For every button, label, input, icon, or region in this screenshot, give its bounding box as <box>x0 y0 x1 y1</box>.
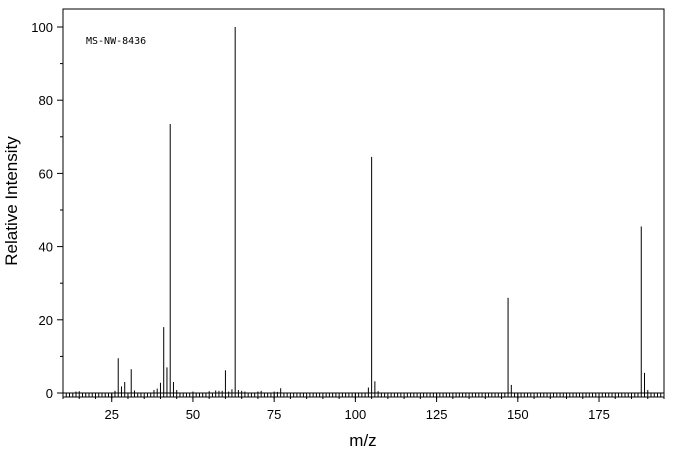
y-tick-label: 80 <box>39 93 53 108</box>
x-tick-label: 125 <box>426 407 448 422</box>
y-tick-label: 40 <box>39 240 53 255</box>
y-axis-ticks: 0 20 40 60 80 100 <box>31 20 63 401</box>
x-axis-ticks: 25 50 75 100 125 150 175 <box>104 393 610 422</box>
spectrum-id-annotation: MS-NW-8436 <box>86 36 146 47</box>
x-tick-label: 75 <box>267 407 281 422</box>
x-tick-label: 50 <box>186 407 200 422</box>
spectrum-bars <box>75 27 649 393</box>
x-tick-label: 25 <box>104 407 118 422</box>
x-tick-label: 150 <box>507 407 529 422</box>
y-tick-label: 20 <box>39 313 53 328</box>
x-minor-ticks <box>62 393 665 399</box>
y-tick-label: 100 <box>31 20 53 35</box>
y-tick-label: 60 <box>39 166 53 181</box>
plot-frame <box>62 8 665 398</box>
x-tick-label: 175 <box>588 407 610 422</box>
y-tick-label: 0 <box>46 386 53 401</box>
y-axis-title: Relative Intensity <box>2 136 21 266</box>
x-axis-title: m/z <box>349 431 376 450</box>
x-tick-label: 100 <box>345 407 367 422</box>
